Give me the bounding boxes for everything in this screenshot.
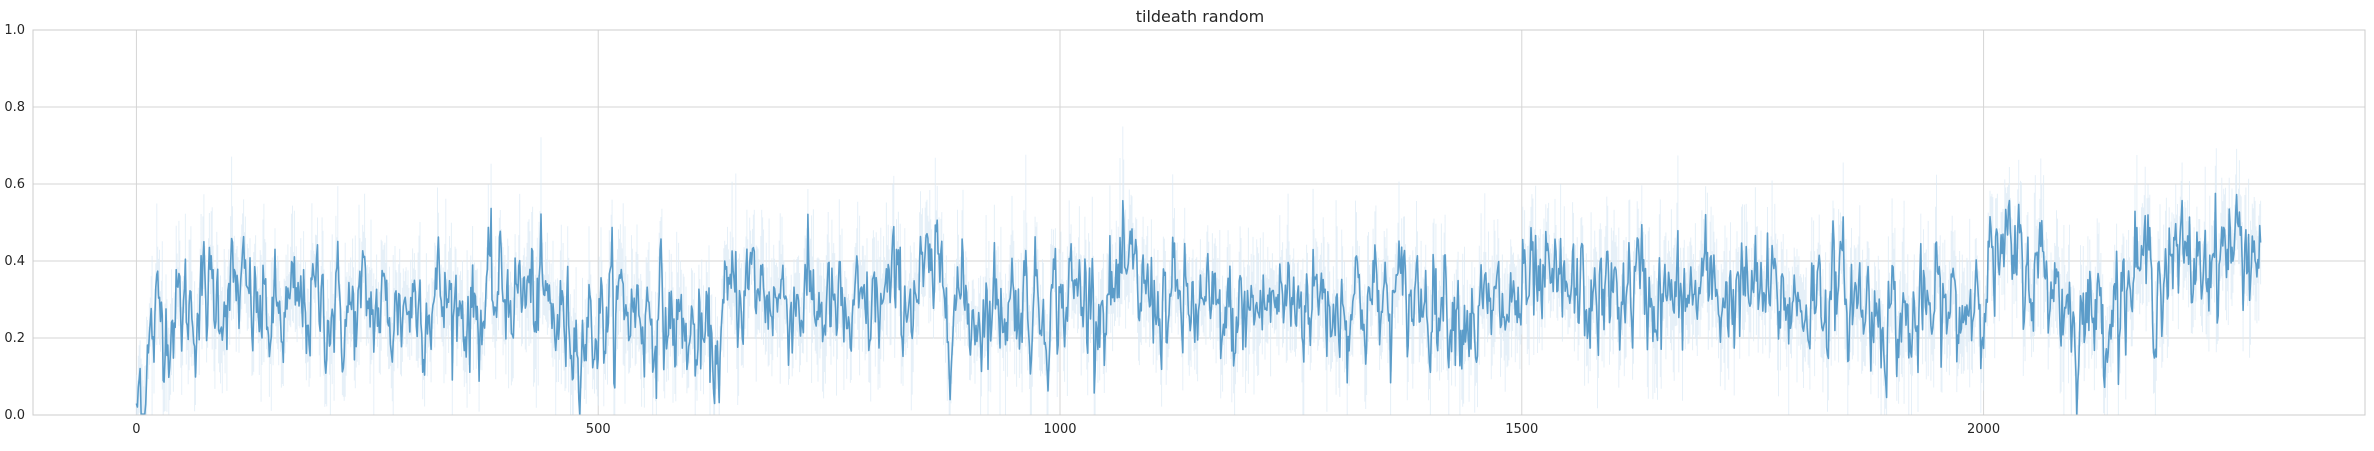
series-line	[135, 192, 2262, 415]
confidence-band	[135, 126, 2262, 415]
chart-title: tildeath random	[1136, 7, 1265, 26]
confidence-band-layer	[135, 126, 2262, 415]
x-tick-label: 2000	[1967, 422, 2000, 437]
y-tick-label: 0.8	[4, 100, 25, 115]
plot-border	[32, 29, 2366, 416]
x-tick-label: 1000	[1043, 422, 1076, 437]
y-tick-label: 0.4	[4, 254, 25, 269]
series-line-layer	[135, 192, 2262, 415]
x-tick-label: 0	[132, 422, 140, 437]
y-tick-label: 1.0	[4, 23, 25, 38]
tick-label-layer: 0.0 0.2 0.4 0.6 0.8 1.0 0 500 1000 1500 2000	[4, 23, 2000, 437]
y-tick-label: 0.2	[4, 331, 25, 346]
y-tick-label: 0.0	[4, 408, 25, 423]
x-tick-label: 1500	[1505, 422, 1538, 437]
x-tick-label: 500	[586, 422, 611, 437]
y-tick-label: 0.6	[4, 177, 25, 192]
